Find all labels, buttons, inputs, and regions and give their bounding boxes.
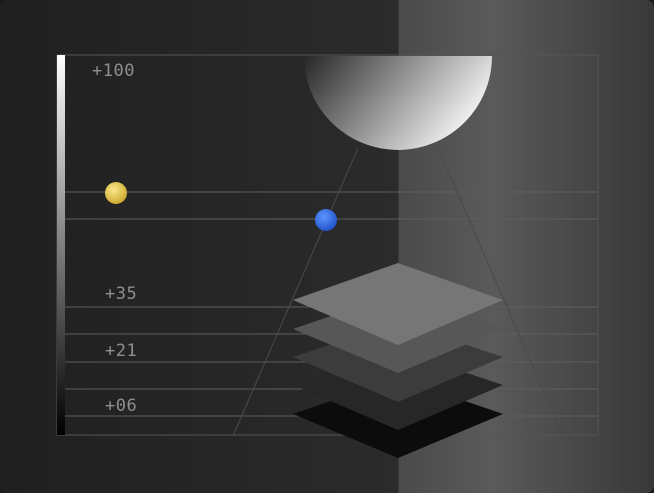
yellow-marker: [105, 182, 127, 204]
blue-marker: [315, 209, 337, 231]
layer-1: [293, 263, 503, 345]
scale-label-21: +21: [105, 341, 138, 361]
layer-stack: [293, 263, 503, 458]
scale-label-06: +06: [105, 396, 138, 416]
gradient-scale-bar: [57, 55, 65, 435]
scale-label-35: +35: [105, 284, 138, 304]
grid-lines: [64, 191, 598, 417]
half-sphere: [304, 56, 492, 150]
scale-top-label: +100: [92, 61, 135, 81]
perspective-lines: [232, 147, 564, 437]
